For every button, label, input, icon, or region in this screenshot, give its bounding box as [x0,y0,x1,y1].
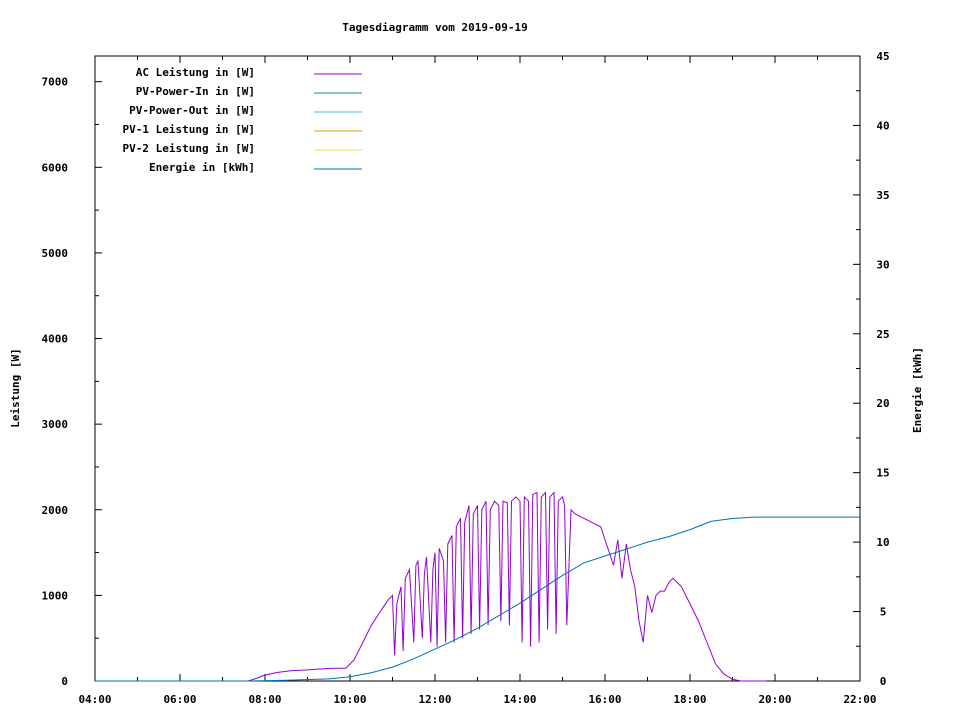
y2-tick-label: 35 [876,189,889,202]
legend-label: PV-2 Leistung in [W] [123,142,255,155]
legend-label: PV-Power-Out in [W] [129,104,255,117]
legend-label: PV-1 Leistung in [W] [123,123,255,136]
x-tick-label: 12:00 [418,693,451,706]
y-tick-label: 0 [61,675,68,688]
y2-tick-label: 25 [876,328,889,341]
y2-tick-label: 45 [876,50,889,63]
x-axis: 04:00 06:00 08:00 10:00 12:00 14:00 16:00 18:00… [78,56,877,706]
legend: AC Leistung in [W] PV-Power-In in [W] PV-P… [123,66,362,174]
y-axis-title: Leistung [W] [9,348,22,427]
y2-axis-title: Energie [kWh] [911,347,924,433]
y2-tick-label: 0 [880,675,887,688]
y-tick-label: 1000 [42,589,69,602]
x-tick-label: 16:00 [588,693,621,706]
x-tick-label: 06:00 [163,693,196,706]
y-tick-label: 6000 [42,161,69,174]
x-tick-label: 18:00 [673,693,706,706]
y-tick-label: 3000 [42,418,69,431]
legend-label: Energie in [kWh] [149,161,255,174]
y2-tick-label: 5 [880,606,887,619]
y2-tick-label: 15 [876,467,889,480]
y-axis-left: 0 1000 2000 3000 4000 5000 6000 7000 [42,76,102,688]
legend-label: AC Leistung in [W] [136,66,255,79]
y2-tick-label: 40 [876,119,889,132]
x-tick-label: 10:00 [333,693,366,706]
y2-tick-label: 20 [876,397,889,410]
x-tick-label: 08:00 [248,693,281,706]
x-tick-label: 14:00 [503,693,536,706]
y-tick-label: 2000 [42,504,69,517]
x-tick-label: 20:00 [758,693,791,706]
chart-title: Tagesdiagramm vom 2019-09-19 [342,21,527,34]
y2-tick-label: 10 [876,536,889,549]
y-axis-right: 0 5 10 15 20 25 30 35 40 45 [853,50,890,688]
y-tick-label: 4000 [42,333,69,346]
series-line-6 [95,516,860,682]
x-tick-label: 04:00 [78,693,111,706]
y-tick-label: 7000 [42,76,69,89]
x-tick-label: 22:00 [843,693,876,706]
series-layer [95,491,860,682]
legend-label: PV-Power-In in [W] [136,85,255,98]
y-tick-label: 5000 [42,247,69,260]
y2-tick-label: 30 [876,258,889,271]
series-line-1 [247,491,767,682]
